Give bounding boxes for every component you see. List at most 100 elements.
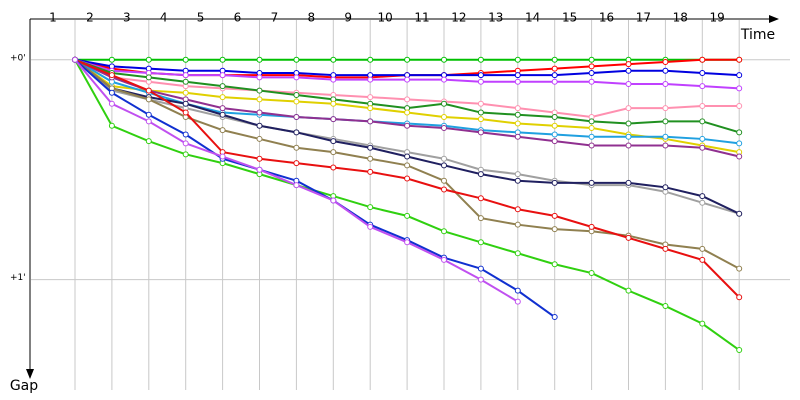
data-point xyxy=(699,256,706,263)
data-point xyxy=(182,72,189,79)
data-point xyxy=(108,89,115,96)
data-point xyxy=(330,76,337,83)
data-point xyxy=(551,56,558,63)
data-point xyxy=(330,100,337,107)
data-point xyxy=(293,144,300,151)
data-point xyxy=(145,74,152,81)
data-point xyxy=(477,109,484,116)
data-point xyxy=(551,212,558,219)
data-point xyxy=(699,144,706,151)
data-point xyxy=(256,155,263,162)
data-point xyxy=(699,83,706,90)
data-point xyxy=(330,56,337,63)
data-point xyxy=(256,135,263,142)
data-point xyxy=(293,98,300,105)
x-tick-label: 13 xyxy=(488,11,503,25)
data-point xyxy=(514,250,521,257)
data-point xyxy=(477,56,484,63)
data-point xyxy=(441,186,447,193)
data-point xyxy=(477,215,484,222)
data-point xyxy=(551,78,558,85)
data-point xyxy=(293,74,300,81)
data-point xyxy=(441,177,447,184)
data-point xyxy=(441,100,447,107)
data-point xyxy=(404,122,411,129)
data-point xyxy=(736,347,743,354)
data-point xyxy=(182,78,189,85)
data-point xyxy=(108,72,115,79)
data-point xyxy=(625,80,632,87)
data-point xyxy=(736,294,743,301)
data-point xyxy=(330,138,337,145)
x-tick-label: 2 xyxy=(86,11,94,25)
data-point xyxy=(625,142,632,149)
data-point xyxy=(736,140,743,147)
data-point xyxy=(256,96,263,103)
data-point xyxy=(477,72,484,79)
data-point xyxy=(551,261,558,268)
data-point xyxy=(404,56,411,63)
data-point xyxy=(367,76,374,83)
data-point xyxy=(145,87,152,94)
data-point xyxy=(662,80,669,87)
data-point xyxy=(219,127,226,134)
data-point xyxy=(367,118,374,125)
data-point xyxy=(477,276,484,283)
data-point xyxy=(293,56,300,63)
data-point xyxy=(699,320,706,327)
data-point xyxy=(145,96,152,103)
data-point xyxy=(293,160,300,167)
data-point xyxy=(662,142,669,149)
x-tick-label: 19 xyxy=(710,11,725,25)
data-point xyxy=(699,135,706,142)
data-point xyxy=(588,63,595,70)
data-point xyxy=(514,287,521,294)
data-point xyxy=(367,94,374,101)
data-point xyxy=(219,83,226,90)
data-point xyxy=(182,151,189,158)
data-point xyxy=(330,197,337,204)
data-point xyxy=(699,56,706,63)
data-point xyxy=(514,105,521,112)
data-point xyxy=(441,256,447,263)
data-point xyxy=(662,105,669,112)
x-tick-label: 16 xyxy=(599,11,614,25)
data-point xyxy=(477,171,484,178)
data-point xyxy=(404,153,411,160)
data-point xyxy=(736,153,743,160)
data-point xyxy=(662,245,669,252)
data-point xyxy=(662,184,669,191)
data-point xyxy=(256,109,263,116)
data-point xyxy=(182,100,189,107)
data-point xyxy=(588,133,595,140)
data-point xyxy=(662,67,669,74)
data-point xyxy=(625,120,632,127)
data-point xyxy=(514,56,521,63)
data-point xyxy=(514,171,521,178)
data-point xyxy=(736,102,743,109)
data-point xyxy=(477,239,484,246)
data-point xyxy=(588,142,595,149)
data-point xyxy=(625,133,632,140)
x-tick-label: 7 xyxy=(271,11,279,25)
data-point xyxy=(551,179,558,186)
data-point xyxy=(219,94,226,101)
data-point xyxy=(588,270,595,277)
x-tick-label: 11 xyxy=(414,11,429,25)
data-point xyxy=(514,298,521,305)
x-tick-label: 9 xyxy=(344,11,352,25)
x-tick-label: 12 xyxy=(451,11,466,25)
data-point xyxy=(367,105,374,112)
data-point xyxy=(404,162,411,169)
data-point xyxy=(219,111,226,118)
data-point xyxy=(514,133,521,140)
data-point xyxy=(108,122,115,129)
data-point xyxy=(662,58,669,65)
data-point xyxy=(514,177,521,184)
data-point xyxy=(367,168,374,175)
data-point xyxy=(551,138,558,145)
data-point xyxy=(588,124,595,131)
data-point xyxy=(477,265,484,272)
data-point xyxy=(256,87,263,94)
